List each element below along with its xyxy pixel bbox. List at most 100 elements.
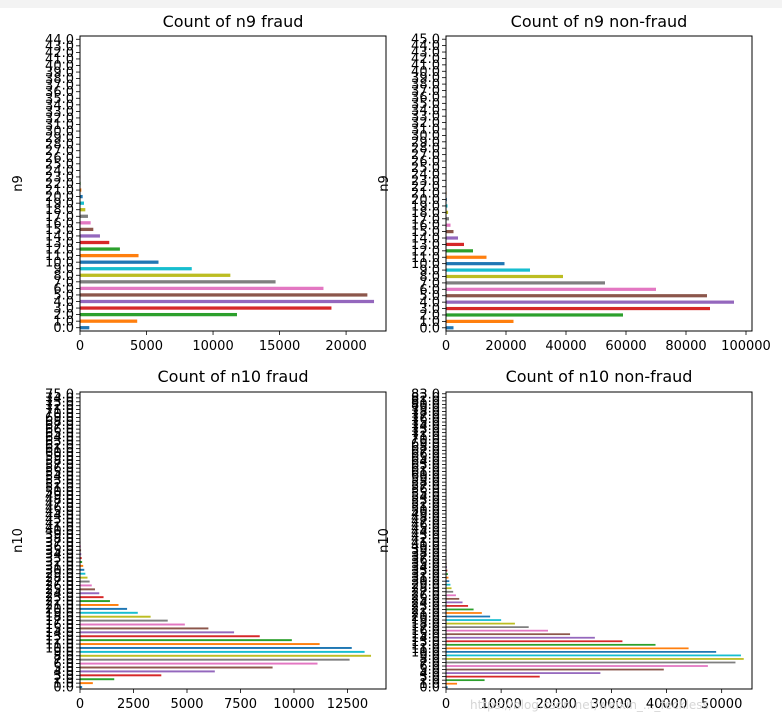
bar xyxy=(80,592,100,595)
y-tick-label: 11.0 xyxy=(411,251,440,266)
bar xyxy=(446,217,449,221)
y-tick-label: 70.0 xyxy=(45,407,74,422)
y-tick-label: 17.0 xyxy=(45,210,74,225)
y-tick-label: 34.0 xyxy=(411,103,440,118)
y-tick-label: 24.0 xyxy=(45,587,74,602)
y-tick-label: 21.0 xyxy=(45,184,74,199)
y-tick-label: 18.0 xyxy=(411,206,440,221)
y-tick-label: 21.0 xyxy=(411,606,440,621)
bar xyxy=(446,636,595,639)
y-tick-label: 0.0 xyxy=(419,321,440,336)
chart-panel-4: 0.01.02.03.04.05.06.07.08.09.010.011.012… xyxy=(377,367,753,712)
y-tick-label: 22.0 xyxy=(45,595,74,610)
x-tick-label: 10000 xyxy=(273,697,314,712)
bar xyxy=(446,686,448,689)
y-tick-label: 14.0 xyxy=(45,229,74,244)
y-tick-label: 83.0 xyxy=(411,387,440,402)
bar xyxy=(80,221,91,225)
bar xyxy=(80,188,82,192)
y-tick-label: 8.0 xyxy=(419,652,440,667)
y-tick-label: 5.0 xyxy=(419,663,440,678)
y-tick-label: 5.0 xyxy=(53,288,74,303)
y-tick-label: 38.0 xyxy=(411,78,440,93)
y-tick-label: 25.0 xyxy=(45,157,74,172)
y-tick-label: 47.0 xyxy=(411,515,440,530)
y-tick-label: 28.0 xyxy=(411,142,440,157)
y-tick-label: 5.0 xyxy=(419,289,440,304)
bar xyxy=(80,635,260,638)
y-tick-label: 65.0 xyxy=(411,451,440,466)
y-tick-label: 41.0 xyxy=(45,52,74,67)
y-tick-label: 35.0 xyxy=(411,557,440,572)
y-tick-label: 10.0 xyxy=(411,257,440,272)
y-tick-label: 44.0 xyxy=(411,525,440,540)
y-tick-label: 4.0 xyxy=(419,667,440,682)
bar xyxy=(446,287,656,291)
y-tick-label: 1.0 xyxy=(419,677,440,692)
bar xyxy=(446,615,491,618)
y-tick-label: 36.0 xyxy=(411,553,440,568)
x-tick-label: 7500 xyxy=(224,697,257,712)
bar xyxy=(446,622,515,625)
y-tick-label: 58.0 xyxy=(45,454,74,469)
y-tick-label: 44.0 xyxy=(411,39,440,54)
bar xyxy=(446,633,571,636)
y-tick-label: 26.0 xyxy=(45,151,74,166)
y-tick-label: 33.0 xyxy=(45,552,74,567)
y-tick-label: 12.0 xyxy=(45,243,74,258)
bar xyxy=(446,594,456,597)
y-tick-label: 52.0 xyxy=(45,477,74,492)
bar xyxy=(446,210,449,214)
watermark: https://blog.csdn.net/weixin_..._feckles… xyxy=(470,698,709,712)
y-tick-label: 21.0 xyxy=(45,598,74,613)
bar xyxy=(80,611,138,614)
y-tick-label: 20.0 xyxy=(411,193,440,208)
y-tick-label: 14.0 xyxy=(411,631,440,646)
bar xyxy=(446,590,454,593)
x-tick-label: 100000 xyxy=(721,339,771,354)
x-tick-label: 10000 xyxy=(192,339,233,354)
y-tick-label: 20.0 xyxy=(45,190,74,205)
y-tick-label: 55.0 xyxy=(45,466,74,481)
y-tick-label: 49.0 xyxy=(411,507,440,522)
y-tick-label: 44.0 xyxy=(45,33,74,48)
bar xyxy=(446,682,458,685)
y-tick-label: 11.0 xyxy=(411,642,440,657)
y-tick-label: 39.0 xyxy=(411,543,440,558)
y-tick-label: 6.0 xyxy=(53,282,74,297)
y-tick-label: 19.0 xyxy=(45,606,74,621)
bar xyxy=(80,658,350,661)
y-tick-label: 7.0 xyxy=(419,276,440,291)
x-tick-label: 80000 xyxy=(665,339,706,354)
y-tick-label: 42.0 xyxy=(45,46,74,61)
y-tick-label: 24.0 xyxy=(45,164,74,179)
y-tick-label: 30.0 xyxy=(411,575,440,590)
y-tick-label: 39.0 xyxy=(45,66,74,81)
y-tick-label: 13.0 xyxy=(411,238,440,253)
y-tick-label: 42.0 xyxy=(45,516,74,531)
y-tick-label: 2.0 xyxy=(53,308,74,323)
bar xyxy=(446,597,460,600)
chart-panel-1: 0.01.02.03.04.05.06.07.08.09.010.011.012… xyxy=(11,12,387,354)
y-tick-label: 9.0 xyxy=(53,645,74,660)
chart-title: Count of n10 non-fraud xyxy=(506,367,693,386)
bar xyxy=(80,666,273,669)
y-tick-label: 5.0 xyxy=(53,661,74,676)
bar xyxy=(80,253,139,258)
y-tick-label: 22.0 xyxy=(411,180,440,195)
bar xyxy=(80,568,85,571)
bar xyxy=(80,607,128,610)
y-tick-label: 21.0 xyxy=(411,187,440,202)
bar xyxy=(80,561,83,563)
y-tick-label: 63.0 xyxy=(45,434,74,449)
y-axis-label: n9 xyxy=(377,175,392,192)
y-tick-label: 57.0 xyxy=(411,479,440,494)
y-tick-label: 29.0 xyxy=(45,567,74,582)
y-tick-label: 36.0 xyxy=(411,90,440,105)
y-tick-label: 20.0 xyxy=(411,610,440,625)
y-tick-label: 61.0 xyxy=(411,465,440,480)
y-tick-label: 22.0 xyxy=(45,177,74,192)
x-tick-label: 5000 xyxy=(170,697,203,712)
y-tick-label: 16.0 xyxy=(411,624,440,639)
y-tick-label: 9.0 xyxy=(53,262,74,277)
